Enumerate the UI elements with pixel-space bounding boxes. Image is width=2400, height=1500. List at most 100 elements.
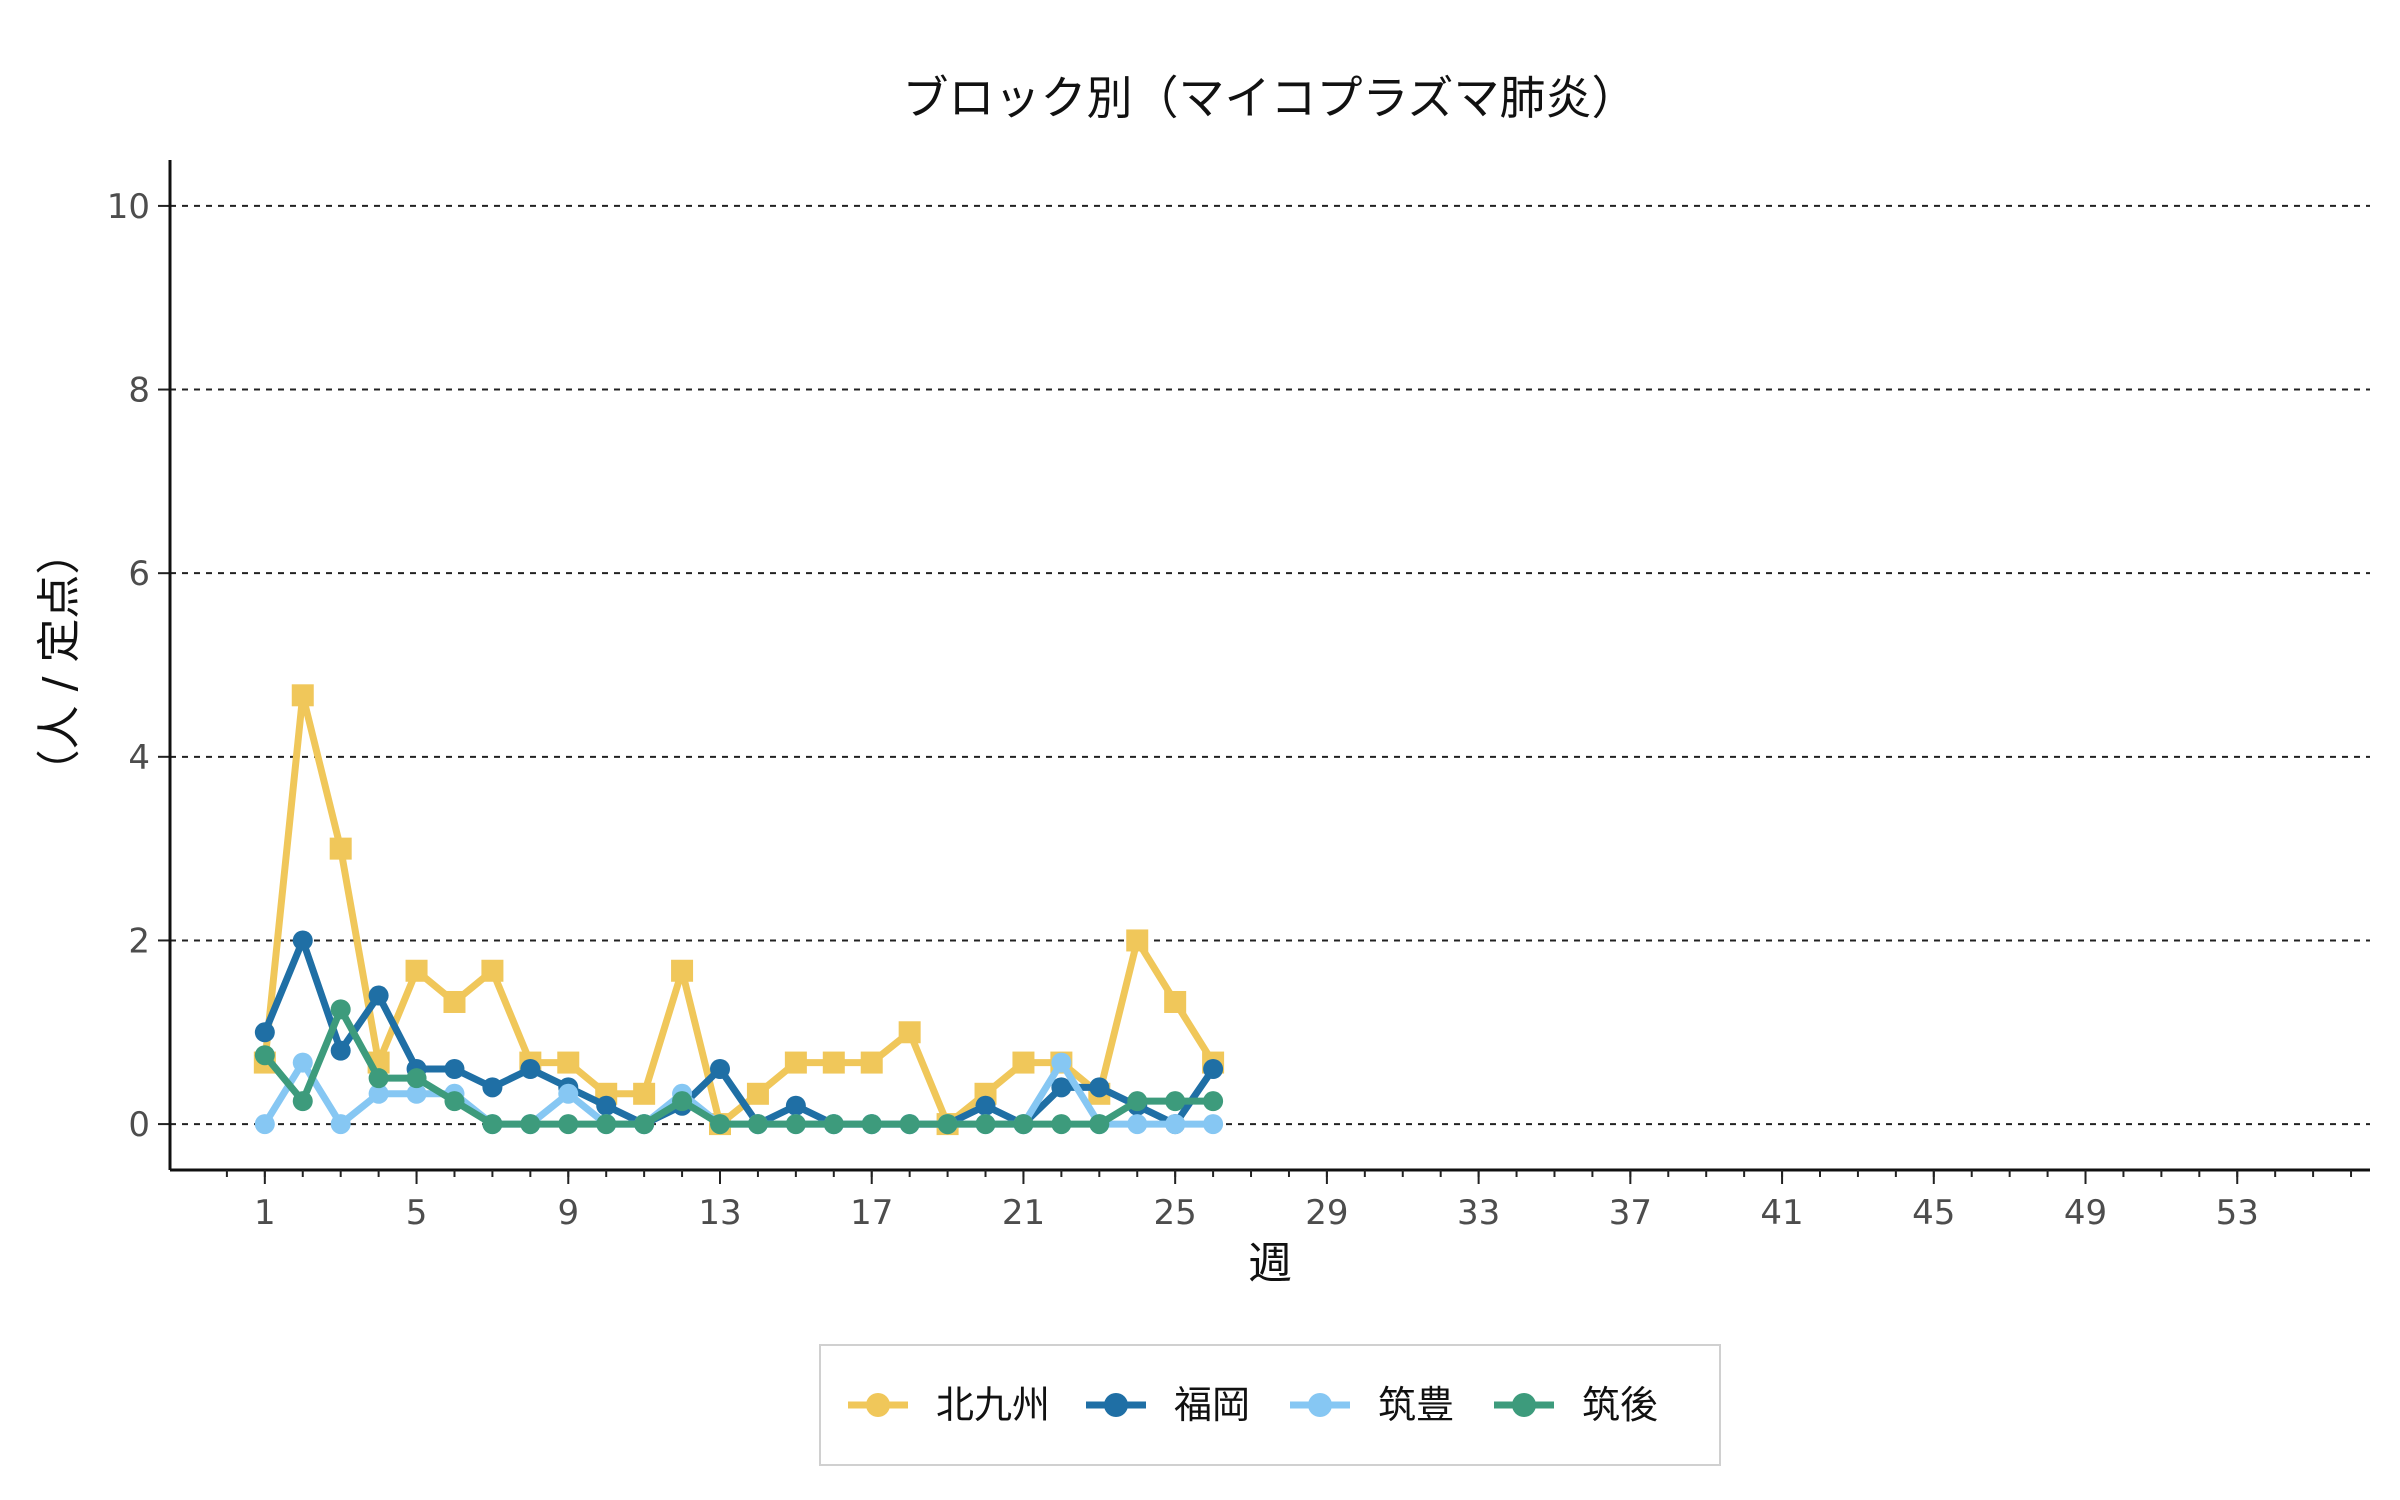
data-point <box>330 1114 351 1135</box>
data-point <box>292 930 313 951</box>
data-point <box>823 1114 844 1135</box>
data-point <box>861 1114 882 1135</box>
data-point <box>672 1091 693 1112</box>
data-point <box>671 959 694 982</box>
axes: 0 2 4 6 8 10 1 5 9 13 17 21 25 29 33 37 41 45 49 53 <box>107 160 2370 1233</box>
data-point <box>784 1051 807 1074</box>
data-point <box>368 1068 389 1089</box>
data-point <box>330 999 351 1020</box>
data-point <box>710 1059 730 1079</box>
legend-label: 福岡 <box>1174 1383 1250 1427</box>
data-point <box>1051 1114 1072 1135</box>
data-point <box>254 1022 275 1043</box>
data-point <box>1127 1114 1148 1135</box>
series-4 <box>254 999 1224 1135</box>
data-point <box>1089 1114 1110 1135</box>
data-point <box>520 1114 541 1135</box>
x-tick-label: 13 <box>698 1193 741 1233</box>
x-tick-label: 9 <box>557 1193 579 1233</box>
data-point <box>822 1051 845 1074</box>
data-point <box>482 1114 503 1135</box>
data-point <box>1203 1059 1224 1079</box>
y-tick-label: 6 <box>128 554 150 594</box>
legend: 北九州 福岡 筑豊 筑後 <box>819 1344 1721 1466</box>
legend-label: 筑後 <box>1582 1383 1658 1427</box>
x-tick-label: 53 <box>2216 1193 2259 1233</box>
data-point <box>1013 1114 1034 1135</box>
x-tick-label: 33 <box>1457 1193 1500 1233</box>
x-tick-label: 21 <box>1002 1193 1045 1233</box>
legend-item: 福岡 <box>1086 1383 1250 1427</box>
legend-item: 筑後 <box>1494 1383 1658 1427</box>
data-point <box>633 1082 656 1105</box>
y-tick-label: 2 <box>128 921 150 961</box>
x-tick-label: 37 <box>1609 1193 1652 1233</box>
x-tick-label: 1 <box>254 1193 276 1233</box>
data-point <box>747 1114 768 1135</box>
data-point <box>254 1045 275 1066</box>
data-point <box>975 1114 996 1135</box>
data-point <box>710 1114 730 1135</box>
data-point <box>558 1083 579 1104</box>
y-tick-label: 8 <box>128 371 150 411</box>
legend-box <box>819 1344 1721 1466</box>
data-point <box>444 1059 465 1079</box>
y-tick-label: 4 <box>128 738 150 778</box>
x-tick-label: 49 <box>2064 1193 2107 1233</box>
data-point <box>1203 1114 1224 1135</box>
legend-swatch-marker <box>1512 1393 1536 1417</box>
data-point <box>368 1083 389 1104</box>
data-point <box>329 837 352 860</box>
data-point <box>634 1114 655 1135</box>
data-point <box>1165 1091 1186 1112</box>
data-point <box>1164 990 1187 1013</box>
chart-title: ブロック別（マイコプラズマ肺炎） <box>902 71 1637 125</box>
data-point <box>520 1059 541 1079</box>
data-point <box>1203 1091 1224 1112</box>
series-2 <box>254 930 1224 1135</box>
data-point <box>1051 1077 1072 1098</box>
data-point <box>975 1095 996 1116</box>
data-point <box>406 1068 427 1089</box>
data-point <box>1051 1052 1072 1073</box>
data-point <box>330 1040 351 1061</box>
data-point <box>481 959 504 982</box>
data-point <box>406 1083 427 1104</box>
y-tick-label: 0 <box>128 1105 150 1145</box>
legend-label: 北九州 <box>936 1383 1050 1427</box>
data-point <box>899 1114 920 1135</box>
series-layer <box>253 684 1225 1136</box>
data-point <box>860 1051 883 1074</box>
data-point <box>937 1114 958 1135</box>
legend-item: 筑豊 <box>1290 1383 1454 1427</box>
data-point <box>368 985 389 1006</box>
x-tick-label: 29 <box>1305 1193 1348 1233</box>
x-axis-title: 週 <box>1248 1238 1292 1289</box>
data-point <box>482 1077 503 1098</box>
x-tick-label: 25 <box>1154 1193 1197 1233</box>
data-point <box>558 1114 579 1135</box>
data-point <box>292 1052 313 1073</box>
x-tick-label: 41 <box>1760 1193 1803 1233</box>
series-1 <box>253 684 1225 1136</box>
data-point <box>557 1051 580 1074</box>
data-point <box>1012 1051 1035 1074</box>
data-point <box>746 1082 769 1105</box>
data-point <box>596 1114 617 1135</box>
data-point <box>292 1091 313 1112</box>
legend-item: 北九州 <box>848 1383 1050 1427</box>
data-point <box>785 1114 806 1135</box>
data-point <box>785 1095 806 1116</box>
data-point <box>1089 1077 1110 1098</box>
y-tick-label: 10 <box>107 187 150 227</box>
legend-swatch-marker <box>1308 1393 1332 1417</box>
legend-swatch-marker <box>866 1393 890 1417</box>
data-point <box>596 1095 617 1116</box>
data-point <box>1165 1114 1186 1135</box>
data-point <box>291 684 314 707</box>
data-point <box>1127 1091 1148 1112</box>
data-point <box>405 959 428 982</box>
x-tick-label: 17 <box>850 1193 893 1233</box>
x-tick-label: 45 <box>1912 1193 1955 1233</box>
